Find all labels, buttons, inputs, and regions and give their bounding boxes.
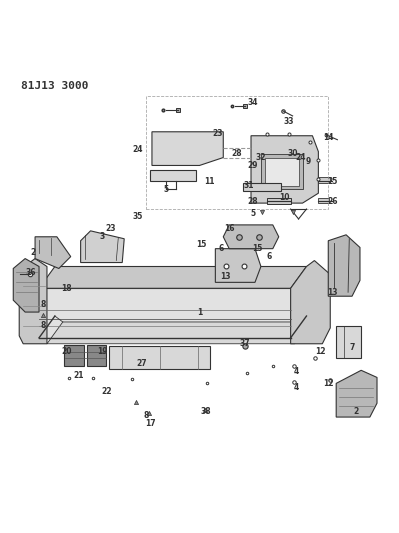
Text: 28: 28 [248, 197, 258, 206]
Text: 8: 8 [40, 300, 45, 309]
Bar [261, 154, 302, 189]
Text: 20: 20 [61, 347, 72, 356]
Bar [265, 158, 298, 186]
Text: 24: 24 [133, 145, 143, 154]
Text: 8: 8 [40, 321, 45, 330]
Text: 11: 11 [204, 177, 215, 186]
Text: 8: 8 [143, 410, 149, 419]
Polygon shape [39, 288, 290, 338]
Text: 4: 4 [294, 367, 299, 376]
Text: 26: 26 [327, 197, 338, 206]
Text: 5: 5 [163, 185, 168, 193]
Polygon shape [13, 259, 39, 312]
Polygon shape [251, 136, 318, 203]
Text: 15: 15 [196, 240, 207, 249]
Bar [146, 96, 328, 209]
Polygon shape [19, 259, 47, 344]
Text: 10: 10 [279, 192, 290, 201]
Polygon shape [35, 237, 71, 269]
Text: 28: 28 [232, 149, 243, 158]
Text: 4: 4 [294, 383, 299, 392]
Text: 9: 9 [306, 157, 311, 166]
Text: 7: 7 [350, 343, 355, 352]
Text: 6: 6 [266, 252, 271, 261]
Text: 21: 21 [73, 371, 84, 380]
Bar [87, 345, 107, 366]
Text: 13: 13 [327, 288, 338, 297]
Text: 2: 2 [354, 407, 359, 416]
Text: 31: 31 [244, 181, 254, 190]
Text: 13: 13 [220, 272, 231, 281]
Text: 35: 35 [133, 213, 143, 222]
Bar [267, 198, 290, 204]
Text: 23: 23 [105, 224, 116, 233]
Text: 38: 38 [200, 407, 211, 416]
Text: 24: 24 [295, 153, 306, 162]
Text: 2: 2 [30, 248, 36, 257]
Bar [109, 346, 210, 369]
Text: 32: 32 [256, 153, 266, 162]
Bar [318, 177, 330, 183]
Text: 6: 6 [219, 244, 224, 253]
Bar [150, 170, 196, 181]
Text: 15: 15 [252, 244, 262, 253]
Text: 30: 30 [287, 149, 298, 158]
Text: 12: 12 [315, 347, 326, 356]
Polygon shape [81, 231, 124, 263]
Text: 81J13 3000: 81J13 3000 [21, 81, 89, 91]
Bar [318, 198, 330, 203]
Text: 17: 17 [145, 418, 155, 427]
Text: 27: 27 [137, 359, 147, 368]
Text: 36: 36 [26, 268, 36, 277]
Bar [243, 182, 281, 191]
Text: 33: 33 [283, 117, 294, 126]
Text: 18: 18 [61, 284, 72, 293]
Text: 12: 12 [323, 379, 334, 388]
Text: 19: 19 [97, 347, 108, 356]
Bar [336, 326, 361, 358]
Polygon shape [290, 261, 330, 344]
Polygon shape [336, 370, 377, 417]
Polygon shape [215, 249, 261, 282]
Polygon shape [152, 132, 223, 165]
Bar [64, 345, 84, 366]
Text: 1: 1 [197, 308, 202, 317]
Text: 16: 16 [224, 224, 235, 233]
Text: 3: 3 [100, 232, 105, 241]
Text: 37: 37 [240, 340, 251, 348]
Polygon shape [47, 322, 310, 344]
Text: 34: 34 [248, 98, 258, 107]
Text: 29: 29 [248, 161, 258, 170]
Text: 5: 5 [251, 208, 255, 217]
Text: 25: 25 [327, 177, 338, 186]
Text: 22: 22 [101, 387, 112, 396]
Polygon shape [223, 225, 279, 249]
Polygon shape [328, 235, 360, 296]
Text: 23: 23 [212, 130, 223, 138]
Polygon shape [39, 266, 306, 288]
Text: 14: 14 [323, 133, 334, 142]
